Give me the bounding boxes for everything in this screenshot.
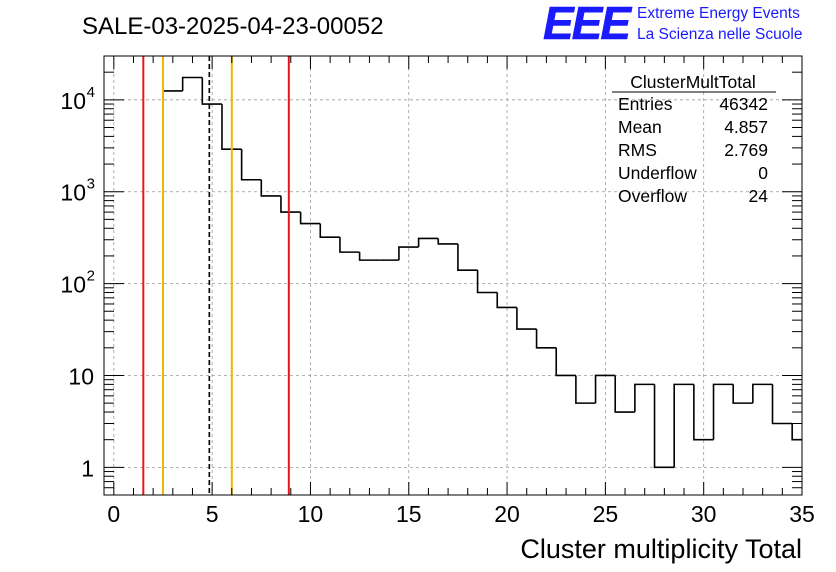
histogram-bin (360, 252, 380, 260)
stats-row-label: Mean (618, 117, 662, 137)
histogram-bin (615, 375, 635, 412)
histogram-bin (478, 270, 498, 292)
histogram-bin (497, 292, 517, 307)
y-tick-label: 10 (60, 272, 86, 298)
histogram-bin (419, 238, 439, 247)
histogram-bin (773, 384, 793, 423)
histogram-bin (458, 244, 478, 270)
eee-logo-mark: EEE (543, 0, 632, 49)
x-tick-label: 10 (298, 501, 324, 527)
x-tick-label: 0 (107, 501, 120, 527)
histogram-bin (183, 78, 203, 91)
stats-row-label: Underflow (618, 163, 697, 183)
stats-row-value: 2.769 (724, 140, 768, 160)
histogram-bin (792, 424, 802, 440)
histogram-bin (281, 196, 301, 212)
histogram-bin (320, 224, 340, 238)
histogram-bin (655, 384, 675, 467)
y-tick-label: 10 (60, 180, 86, 206)
eee-logo-line1: Extreme Energy Events (637, 5, 800, 22)
stats-row-label: Overflow (618, 186, 687, 206)
y-tick-label-exponent: 4 (87, 84, 95, 101)
marker-lines (143, 56, 288, 495)
stats-rows: Entries 46342 Mean 4.857 RMS 2.769 Underflow 0 O… (618, 94, 768, 206)
y-tick-label: 10 (68, 363, 94, 389)
y-tick-label: 10 (60, 88, 86, 114)
stats-row-value: 4.857 (724, 117, 768, 137)
histogram-bin (733, 384, 753, 403)
histogram-bin (714, 384, 734, 439)
histogram-bin (537, 329, 557, 348)
stats-box: ClusterMultTotal Entries 46342 Mean 4.857 RM… (612, 72, 776, 206)
histogram-bin (261, 180, 281, 196)
x-tick-label: 20 (494, 501, 520, 527)
chart-title: SALE-03-2025-04-23-00052 (82, 13, 384, 40)
x-tick-label: 15 (396, 501, 422, 527)
stats-row-value: 24 (749, 186, 769, 206)
x-tick-label: 5 (206, 501, 219, 527)
x-tick-label: 35 (789, 501, 815, 527)
stats-row-value: 46342 (719, 94, 768, 114)
histogram-bin (635, 384, 655, 412)
histogram-chart: 0 5 10 15 20 25 30 35110102103104 SALE-03-2025-… (0, 0, 836, 572)
histogram-bars (163, 78, 802, 495)
histogram-bin (576, 375, 596, 403)
stats-row-value: 0 (758, 163, 768, 183)
histogram-bin (340, 237, 360, 252)
stats-row-label: Entries (618, 94, 673, 114)
histogram-bin (517, 307, 537, 329)
histogram-bin (674, 384, 694, 467)
y-tick-label: 1 (81, 455, 94, 481)
stats-row-label: RMS (618, 140, 657, 160)
stats-title: ClusterMultTotal (630, 72, 755, 92)
eee-logo: EEE Extreme Energy Events La Scienza nel… (543, 0, 802, 49)
histogram-bin (242, 149, 262, 180)
x-axis-label: Cluster multiplicity Total (520, 534, 802, 564)
histogram-bin (556, 348, 576, 376)
y-tick-label-exponent: 2 (87, 268, 95, 285)
histogram-bin (438, 238, 458, 244)
x-tick-label: 25 (593, 501, 619, 527)
histogram-bin (163, 91, 183, 495)
x-tick-label: 30 (691, 501, 717, 527)
y-tick-label-exponent: 3 (87, 176, 95, 193)
histogram-bin (753, 384, 773, 403)
eee-logo-line2: La Scienza nelle Scuole (637, 26, 802, 43)
